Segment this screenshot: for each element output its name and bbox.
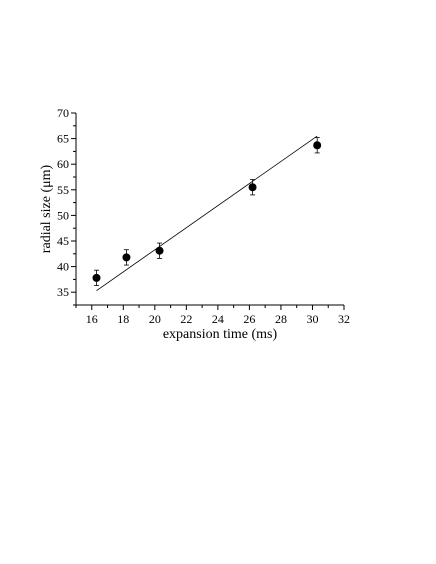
x-tick-label: 18 [117,312,129,326]
x-tick-label: 26 [243,312,255,326]
x-axis-title: expansion time (ms) [163,327,278,342]
plot-frame [75,113,344,306]
y-ticks: 35 40 45 50 55 60 65 70 [57,106,76,306]
y-tick-label: 55 [57,183,69,197]
x-tick-label: 22 [180,312,192,326]
x-tick-label: 16 [86,312,98,326]
y-tick-label: 60 [57,157,69,171]
y-tick-label: 45 [57,234,69,248]
y-tick-label: 40 [57,260,69,274]
data-point [248,183,257,192]
x-tick-label: 28 [275,312,287,326]
fit-line [96,135,318,291]
data-point [155,246,164,255]
x-tick-label: 30 [306,312,318,326]
x-tick-label: 24 [212,312,224,326]
data-point [92,273,101,282]
y-tick-label: 65 [57,132,69,146]
data-points [92,137,322,286]
y-axis-title: radial size (μm) [39,164,54,253]
data-point [122,253,131,262]
x-tick-label: 20 [149,312,161,326]
data-point [313,141,322,150]
y-tick-label: 70 [57,106,69,120]
y-tick-label: 50 [57,208,69,222]
x-ticks: 16 18 20 22 24 26 28 30 32 [75,305,350,326]
x-tick-label: 32 [338,312,350,326]
y-tick-label: 35 [57,285,69,299]
